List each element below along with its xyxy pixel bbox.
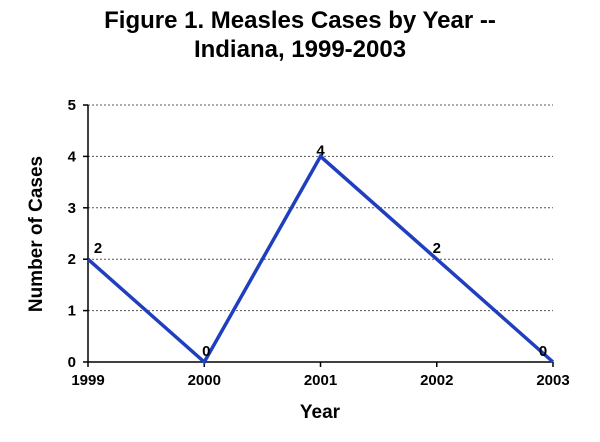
- x-tick-label: 2001: [304, 372, 337, 389]
- y-axis-title: Number of Cases: [26, 156, 47, 312]
- y-tick-label: 3: [68, 200, 76, 217]
- y-tick-label: 5: [68, 97, 76, 114]
- data-label: 2: [433, 240, 441, 257]
- y-tick-label: 4: [68, 148, 77, 165]
- data-label: 0: [539, 343, 547, 360]
- x-tick-label: 2003: [536, 372, 569, 389]
- data-labels: 2 0 4 2 0: [94, 142, 547, 360]
- chart-title-line-1: Figure 1. Measles Cases by Year --: [104, 7, 496, 34]
- y-tick-label: 2: [68, 251, 76, 268]
- series-layer: [86, 153, 555, 365]
- chart-title: Figure 1. Measles Cases by Year -- India…: [0, 6, 600, 64]
- x-tick-label: 2002: [420, 372, 453, 389]
- data-label: 2: [94, 240, 102, 257]
- y-tick-label: 0: [68, 354, 76, 371]
- data-label: 0: [202, 343, 210, 360]
- y-tick-label: 1: [68, 303, 76, 320]
- x-tick-label: 2000: [188, 372, 221, 389]
- y-ticks: 0 1 2 3 4 5: [68, 97, 88, 371]
- chart-title-line-2: Indiana, 1999-2003: [193, 36, 407, 63]
- data-label: 4: [316, 142, 325, 159]
- x-ticks: 1999 2000 2001 2002 2003: [71, 362, 570, 389]
- gridlines: [88, 104, 553, 312]
- x-axis-title: Year: [300, 402, 341, 423]
- x-tick-label: 1999: [71, 372, 104, 389]
